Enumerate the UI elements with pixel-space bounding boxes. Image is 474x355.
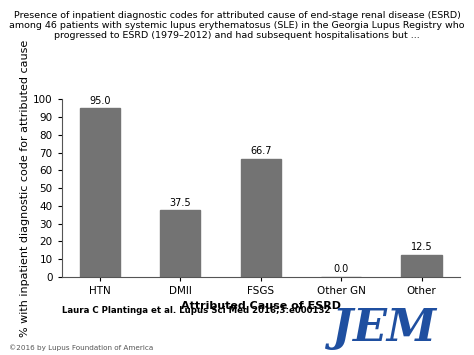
Text: Presence of inpatient diagnostic codes for attributed cause of end-stage renal d: Presence of inpatient diagnostic codes f…: [9, 11, 465, 40]
Text: JEM: JEM: [332, 307, 436, 350]
Text: 0.0: 0.0: [334, 264, 349, 274]
Text: 95.0: 95.0: [89, 95, 110, 105]
Bar: [401, 255, 442, 277]
Text: 37.5: 37.5: [169, 198, 191, 208]
Text: 12.5: 12.5: [411, 242, 432, 252]
Text: Laura C Plantinga et al. Lupus Sci Med 2016;3:e000132: Laura C Plantinga et al. Lupus Sci Med 2…: [62, 306, 330, 315]
Y-axis label: % with inpatient diagnostic code for attributed cause: % with inpatient diagnostic code for att…: [20, 39, 30, 337]
Bar: [80, 108, 120, 277]
Bar: [160, 210, 201, 277]
Text: ©2016 by Lupus Foundation of America: ©2016 by Lupus Foundation of America: [9, 344, 154, 350]
Bar: [241, 158, 281, 277]
X-axis label: Attributed Cause of ESRD: Attributed Cause of ESRD: [181, 301, 341, 311]
Text: 66.7: 66.7: [250, 146, 272, 156]
